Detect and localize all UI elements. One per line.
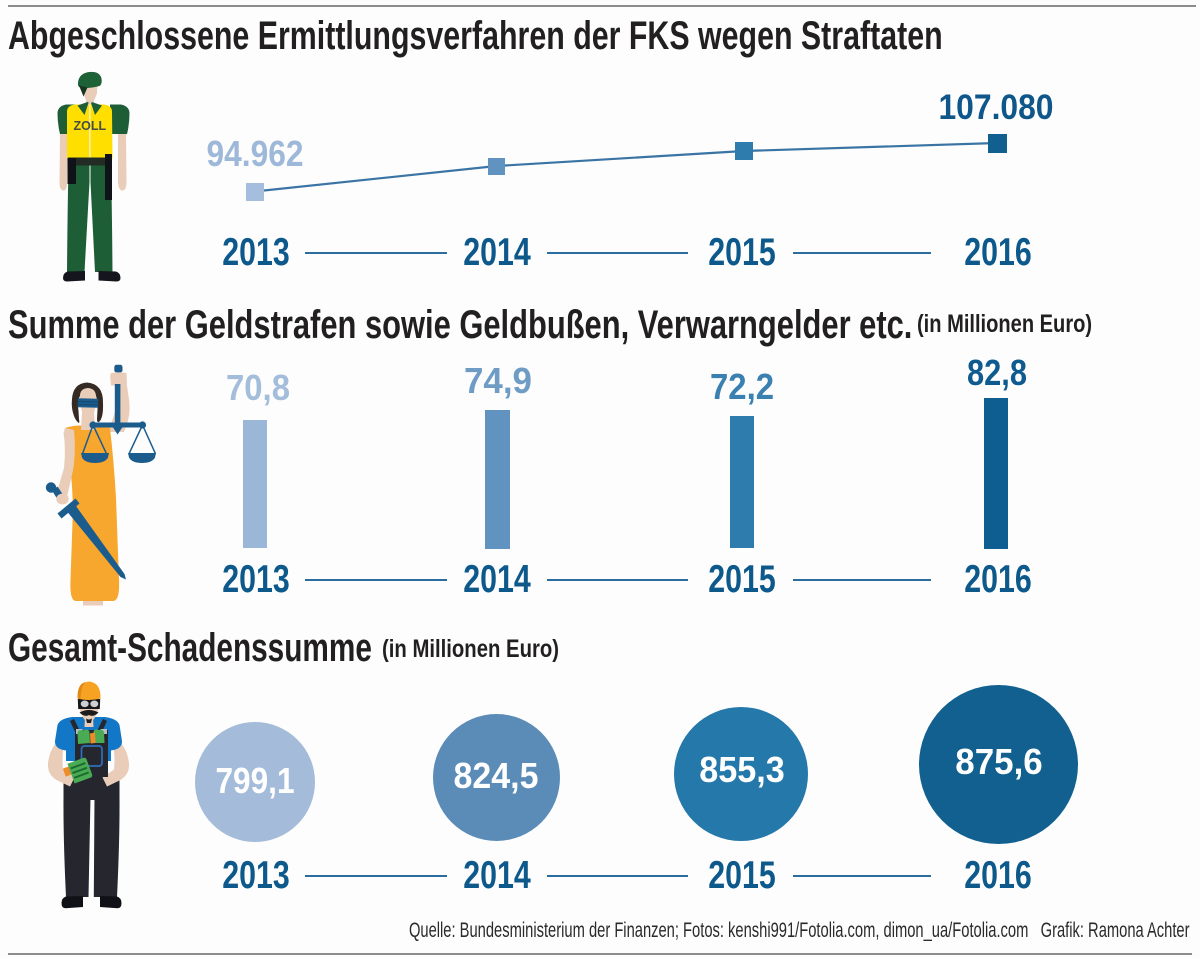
svg-text:ZOLL: ZOLL: [73, 119, 106, 133]
